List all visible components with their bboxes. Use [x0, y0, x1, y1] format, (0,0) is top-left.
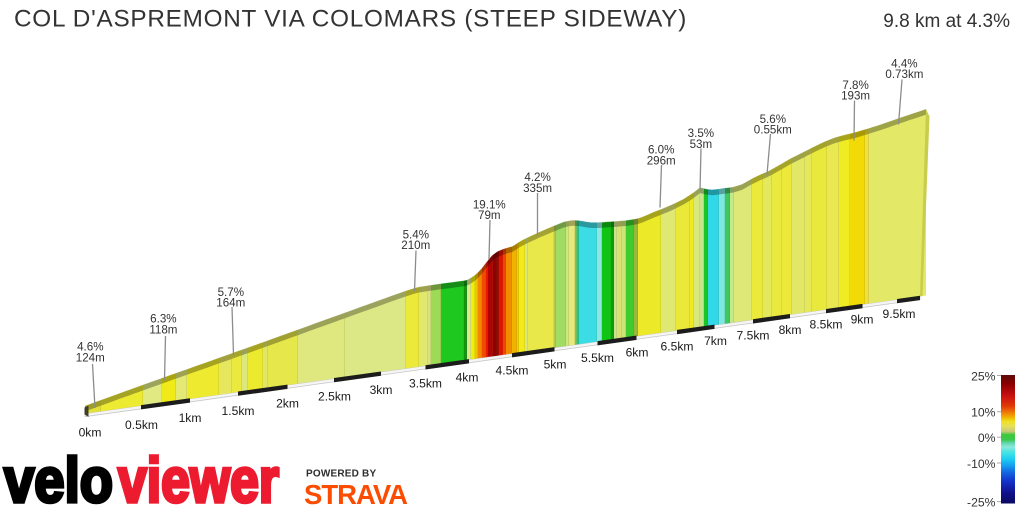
- svg-text:0%: 0%: [978, 431, 996, 445]
- svg-text:9.8 km at 4.3%: 9.8 km at 4.3%: [883, 11, 1010, 32]
- svg-text:79m: 79m: [478, 209, 501, 222]
- svg-text:193m: 193m: [841, 90, 870, 103]
- svg-text:164m: 164m: [216, 297, 245, 310]
- svg-text:STRAVA: STRAVA: [304, 479, 408, 510]
- svg-text:118m: 118m: [149, 323, 177, 336]
- svg-text:6.0%: 6.0%: [648, 144, 674, 157]
- svg-text:9.5km: 9.5km: [883, 307, 916, 321]
- svg-text:0.55km: 0.55km: [754, 124, 792, 137]
- svg-text:4km: 4km: [456, 370, 479, 384]
- svg-text:1km: 1km: [179, 411, 202, 425]
- svg-text:4.6%: 4.6%: [77, 341, 103, 354]
- svg-text:6.3%: 6.3%: [150, 313, 176, 326]
- svg-text:5.4%: 5.4%: [403, 228, 429, 241]
- svg-text:7km: 7km: [704, 334, 727, 348]
- svg-text:10%: 10%: [971, 406, 996, 420]
- svg-text:7.5km: 7.5km: [737, 328, 770, 342]
- svg-text:6km: 6km: [626, 345, 649, 359]
- svg-text:3.5%: 3.5%: [688, 127, 714, 140]
- svg-text:0km: 0km: [79, 426, 102, 440]
- svg-text:335m: 335m: [523, 182, 552, 195]
- svg-text:3km: 3km: [370, 383, 393, 397]
- svg-text:9km: 9km: [851, 312, 874, 326]
- svg-text:POWERED BY: POWERED BY: [306, 469, 376, 480]
- svg-text:4.2%: 4.2%: [524, 171, 550, 184]
- svg-text:-10%: -10%: [967, 457, 996, 471]
- svg-text:0.5km: 0.5km: [125, 418, 158, 432]
- svg-text:5.5km: 5.5km: [581, 351, 614, 365]
- svg-text:5.7%: 5.7%: [218, 286, 244, 299]
- svg-text:velo: velo: [4, 446, 113, 512]
- svg-text:0.73km: 0.73km: [885, 68, 923, 81]
- svg-text:8km: 8km: [779, 323, 802, 337]
- svg-text:7.8%: 7.8%: [842, 79, 868, 92]
- svg-text:2.5km: 2.5km: [318, 390, 351, 404]
- svg-text:2km: 2km: [276, 397, 299, 411]
- svg-text:124m: 124m: [76, 351, 105, 364]
- svg-text:296m: 296m: [647, 154, 676, 167]
- svg-text:53m: 53m: [690, 138, 713, 151]
- svg-text:19.1%: 19.1%: [473, 198, 506, 211]
- svg-text:4.4%: 4.4%: [891, 58, 917, 71]
- svg-text:3.5km: 3.5km: [409, 376, 442, 390]
- svg-text:6.5km: 6.5km: [661, 340, 694, 354]
- svg-text:viewer: viewer: [118, 446, 279, 512]
- svg-text:210m: 210m: [401, 239, 430, 252]
- svg-text:8.5km: 8.5km: [810, 318, 843, 332]
- svg-text:-25%: -25%: [967, 496, 996, 510]
- svg-text:5km: 5km: [544, 357, 567, 371]
- svg-text:5.6%: 5.6%: [760, 113, 786, 126]
- svg-text:25%: 25%: [971, 369, 996, 383]
- svg-text:4.5km: 4.5km: [496, 364, 529, 378]
- svg-text:1.5km: 1.5km: [222, 404, 255, 418]
- svg-text:COL D'ASPREMONT VIA COLOMARS (: COL D'ASPREMONT VIA COLOMARS (STEEP SIDE…: [14, 6, 687, 33]
